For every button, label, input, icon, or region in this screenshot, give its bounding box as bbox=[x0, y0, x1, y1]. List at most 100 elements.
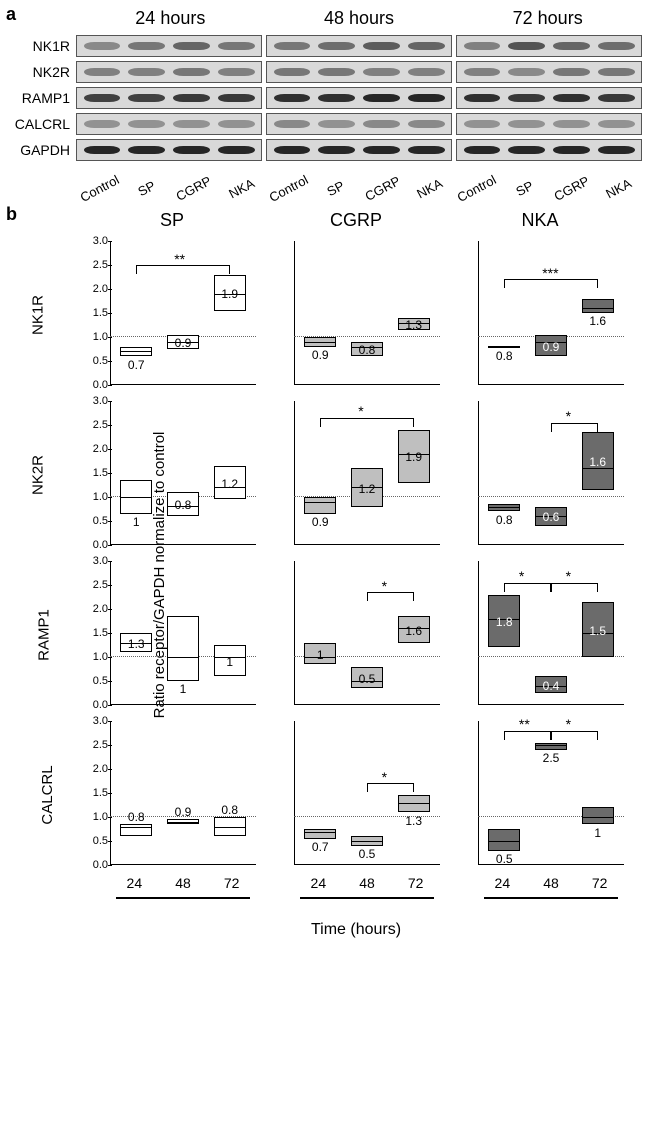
band bbox=[551, 65, 593, 79]
band bbox=[81, 91, 123, 105]
box-value-label: 0.9 bbox=[304, 515, 336, 529]
x-tick: 48 bbox=[159, 875, 208, 891]
y-tick: 1.5 bbox=[82, 787, 108, 799]
subplot: 0.00.51.01.52.02.53.00.80.90.8 bbox=[80, 715, 264, 875]
band bbox=[506, 91, 548, 105]
y-tick: 2.5 bbox=[82, 579, 108, 591]
y-tick: 0.0 bbox=[82, 859, 108, 871]
subplot: 0.00.51.01.52.02.53.01.311 bbox=[80, 555, 264, 715]
column-header: NKA bbox=[448, 210, 632, 231]
box-value-label: 1 bbox=[582, 826, 614, 840]
subplot: 10.51.6* bbox=[264, 555, 448, 715]
x-tick: 72 bbox=[391, 875, 440, 891]
lane-label: NKA bbox=[405, 171, 454, 206]
band bbox=[271, 91, 313, 105]
box bbox=[167, 616, 199, 681]
box bbox=[304, 829, 336, 839]
lane-label: CGRP bbox=[547, 171, 596, 206]
box-value-label: 0.8 bbox=[214, 803, 246, 817]
box bbox=[398, 795, 430, 812]
band bbox=[551, 39, 593, 53]
box-value-label: 0.8 bbox=[488, 513, 520, 527]
band bbox=[126, 117, 168, 131]
y-tick: 2.5 bbox=[82, 739, 108, 751]
band bbox=[126, 39, 168, 53]
y-tick: 0.5 bbox=[82, 675, 108, 687]
significance-bracket bbox=[136, 265, 229, 266]
subplot: 1.80.41.5** bbox=[448, 555, 632, 715]
y-tick: 2.0 bbox=[82, 283, 108, 295]
lane-label: SP bbox=[122, 171, 171, 206]
row-label: NK2R bbox=[30, 455, 47, 495]
box-value-label: 0.9 bbox=[167, 336, 199, 350]
band bbox=[551, 143, 593, 157]
lane-label: NKA bbox=[217, 171, 266, 206]
y-tick: 3.0 bbox=[82, 235, 108, 247]
box-value-label: 1 bbox=[214, 655, 246, 669]
band bbox=[595, 117, 637, 131]
band bbox=[271, 117, 313, 131]
lane-label: Control bbox=[75, 171, 124, 206]
box-value-label: 1.6 bbox=[398, 624, 430, 638]
time-header: 72 hours bbox=[453, 8, 642, 29]
y-tick: 0.0 bbox=[82, 699, 108, 711]
significance-bracket bbox=[551, 583, 598, 584]
subplot: 0.80.91.6*** bbox=[448, 235, 632, 395]
blot-row: NK2R bbox=[76, 61, 642, 83]
lane-label: CGRP bbox=[358, 171, 407, 206]
x-group-bar bbox=[116, 897, 250, 899]
band bbox=[506, 117, 548, 131]
subplot: 0.80.61.6* bbox=[448, 395, 632, 555]
box bbox=[214, 817, 246, 836]
box-value-label: 1 bbox=[304, 648, 336, 662]
band bbox=[316, 143, 358, 157]
blot-row: CALCRL bbox=[76, 113, 642, 135]
y-tick: 1.0 bbox=[82, 491, 108, 503]
y-tick: 0.0 bbox=[82, 379, 108, 391]
box-value-label: 1.8 bbox=[488, 615, 520, 629]
significance-bracket bbox=[504, 279, 597, 280]
blot-row-label: CALCRL bbox=[8, 116, 76, 132]
band bbox=[461, 143, 503, 157]
box bbox=[304, 497, 336, 514]
y-tick: 2.5 bbox=[82, 259, 108, 271]
band bbox=[215, 65, 257, 79]
lane-label: NKA bbox=[594, 171, 643, 206]
figure: a 24 hours48 hours72 hoursNK1RNK2RRAMP1C… bbox=[8, 8, 642, 939]
box-value-label: 0.5 bbox=[351, 847, 383, 861]
box-value-label: 1.2 bbox=[351, 482, 383, 496]
y-tick: 0.5 bbox=[82, 835, 108, 847]
band bbox=[595, 143, 637, 157]
band bbox=[271, 65, 313, 79]
lane-label: CGRP bbox=[170, 171, 219, 206]
box-value-label: 0.8 bbox=[120, 810, 152, 824]
subplot: 0.91.21.9* bbox=[264, 395, 448, 555]
band bbox=[81, 117, 123, 131]
box bbox=[582, 299, 614, 313]
y-tick: 2.5 bbox=[82, 419, 108, 431]
box-value-label: 0.7 bbox=[304, 840, 336, 854]
x-tick: 72 bbox=[575, 875, 624, 891]
box-value-label: 0.4 bbox=[535, 679, 567, 693]
blot-row-label: GAPDH bbox=[8, 142, 76, 158]
box-value-label: 1 bbox=[120, 515, 152, 529]
box bbox=[120, 480, 152, 514]
x-tick: 48 bbox=[527, 875, 576, 891]
chart-row: CALCRL0.00.51.01.52.02.53.00.80.90.80.70… bbox=[80, 715, 632, 875]
box bbox=[582, 807, 614, 824]
band bbox=[506, 39, 548, 53]
column-header: CGRP bbox=[264, 210, 448, 231]
row-label: RAMP1 bbox=[35, 609, 52, 661]
x-group-bar bbox=[300, 897, 434, 899]
box bbox=[120, 824, 152, 836]
box bbox=[488, 346, 520, 348]
blot-row: RAMP1 bbox=[76, 87, 642, 109]
box-value-label: 0.9 bbox=[535, 340, 567, 354]
y-tick: 2.0 bbox=[82, 603, 108, 615]
y-tick: 0.5 bbox=[82, 355, 108, 367]
subplot: 0.70.51.3* bbox=[264, 715, 448, 875]
time-header: 48 hours bbox=[265, 8, 454, 29]
box-value-label: 0.9 bbox=[304, 348, 336, 362]
y-tick: 1.0 bbox=[82, 811, 108, 823]
band bbox=[405, 39, 447, 53]
